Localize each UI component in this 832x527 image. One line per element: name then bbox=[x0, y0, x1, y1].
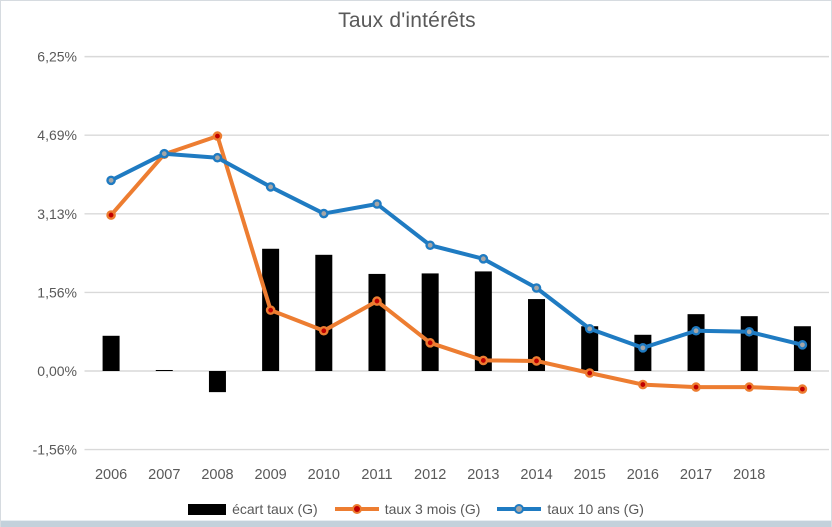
legend-dot-3m bbox=[351, 504, 362, 514]
x-axis-label: 2008 bbox=[201, 467, 233, 483]
x-axis-label: 2013 bbox=[467, 467, 499, 483]
point-10y-2008 bbox=[212, 152, 223, 163]
y-tick-label: 4,69% bbox=[37, 127, 77, 143]
bar-2018 bbox=[740, 316, 758, 371]
line-marker-swatch-icon bbox=[334, 504, 379, 515]
x-axis-label: 2014 bbox=[520, 467, 552, 483]
bar-2014 bbox=[528, 299, 546, 371]
x-axis-label: 2010 bbox=[308, 467, 340, 483]
bar-2011 bbox=[368, 273, 386, 371]
point-10y-2014 bbox=[531, 283, 542, 293]
point-3m-2006 bbox=[106, 210, 116, 220]
point-10y-2013 bbox=[478, 254, 489, 264]
legend-label: taux 3 mois (G) bbox=[384, 501, 481, 517]
legend-item-taux-3-mois[interactable]: taux 3 mois (G) bbox=[334, 501, 481, 517]
line-series-3m bbox=[109, 134, 805, 392]
bar-2015 bbox=[581, 326, 599, 371]
point-10y-2018 bbox=[744, 326, 755, 337]
line-series-10y bbox=[109, 151, 805, 350]
point-3m-2014 bbox=[531, 356, 542, 366]
bar-swatch-icon bbox=[188, 503, 227, 515]
legend-label: taux 10 ans (G) bbox=[547, 501, 644, 517]
point-3m-2017 bbox=[691, 382, 701, 392]
x-axis-label: 2017 bbox=[680, 467, 712, 483]
point-10y-last bbox=[797, 340, 808, 350]
legend: écart taux (G) taux 3 mois (G) taux 10 a… bbox=[1, 501, 831, 517]
point-3m-2008 bbox=[212, 131, 223, 141]
y-tick-label: -1,56% bbox=[33, 442, 77, 458]
point-3m-2013 bbox=[478, 355, 489, 366]
y-tick-label: 0,00% bbox=[37, 363, 77, 379]
x-axis-label: 2012 bbox=[414, 467, 446, 483]
chart-title: Taux d'intérêts bbox=[338, 9, 476, 32]
line-marker-swatch-icon bbox=[497, 504, 542, 515]
point-10y-2007 bbox=[159, 148, 170, 159]
y-tick-label: 3,13% bbox=[37, 206, 77, 222]
point-10y-2009 bbox=[265, 182, 276, 192]
bar-2012 bbox=[421, 273, 439, 371]
bar-2013 bbox=[474, 271, 492, 371]
legend-label: écart taux (G) bbox=[232, 501, 318, 517]
point-10y-2006 bbox=[106, 175, 116, 186]
y-tick-label: 6,25% bbox=[37, 49, 77, 65]
bar-2016 bbox=[634, 334, 652, 371]
x-axis-label: 2016 bbox=[627, 467, 659, 483]
point-10y-2010 bbox=[319, 208, 329, 219]
legend-dot-10y bbox=[514, 504, 525, 514]
window-edge-strip bbox=[1, 520, 831, 527]
point-3m-2016 bbox=[638, 379, 648, 390]
legend-item-taux-10-ans[interactable]: taux 10 ans (G) bbox=[497, 501, 644, 517]
point-3m-2009 bbox=[265, 305, 276, 315]
bar-2010 bbox=[315, 254, 333, 371]
bar-2017 bbox=[687, 314, 705, 371]
x-axis-label: 2006 bbox=[95, 467, 127, 483]
x-axis-label: 2011 bbox=[361, 467, 392, 483]
point-10y-2011 bbox=[372, 199, 382, 209]
point-3m-2010 bbox=[319, 325, 329, 336]
point-10y-2016 bbox=[638, 343, 648, 353]
bar-2008 bbox=[208, 371, 226, 393]
x-axis-label: 2018 bbox=[733, 467, 765, 483]
point-10y-2017 bbox=[691, 325, 701, 336]
y-tick-label: 1,56% bbox=[37, 284, 77, 300]
point-3m-2012 bbox=[425, 338, 435, 348]
point-3m-2015 bbox=[584, 368, 595, 378]
x-axis-label: 2007 bbox=[148, 467, 180, 483]
x-axis-label: 2015 bbox=[574, 467, 606, 483]
point-10y-2015 bbox=[584, 323, 595, 334]
bar-2006 bbox=[102, 335, 120, 371]
legend-item-ecart-taux[interactable]: écart taux (G) bbox=[188, 501, 318, 517]
point-3m-last bbox=[797, 384, 808, 394]
point-3m-2011 bbox=[372, 296, 382, 306]
point-3m-2018 bbox=[744, 382, 755, 392]
bar-2007 bbox=[155, 369, 173, 371]
x-axis-label: 2009 bbox=[254, 467, 286, 483]
point-10y-2012 bbox=[425, 240, 435, 251]
